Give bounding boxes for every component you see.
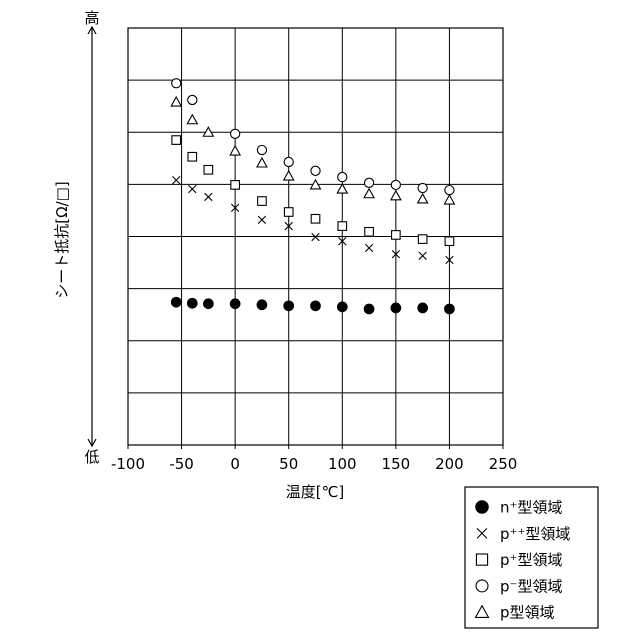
data-point-square [311, 214, 320, 223]
data-point-square [338, 222, 347, 231]
legend-label: p⁺⁺型領域 [500, 525, 570, 543]
data-point-square [188, 152, 197, 161]
x-tick-label: -100 [111, 455, 145, 473]
legend-label: p⁻型領域 [500, 577, 562, 595]
data-point-filled-circle [391, 303, 401, 313]
y-high-label: 高 [84, 9, 99, 27]
x-tick-label: 150 [382, 455, 411, 473]
x-tick-label: -50 [169, 455, 194, 473]
data-point-filled-circle [364, 304, 374, 314]
data-point-square [231, 181, 240, 190]
data-point-circle [311, 166, 320, 175]
data-point-circle [188, 95, 197, 104]
data-point-filled-circle [204, 299, 214, 309]
data-point-filled-circle [187, 298, 197, 308]
x-tick-label: 200 [435, 455, 464, 473]
legend-label: p⁺型領域 [500, 551, 562, 569]
data-point-circle [338, 172, 347, 181]
data-point-circle [445, 186, 454, 195]
x-axis-title: 温度[℃] [286, 483, 345, 501]
data-point-circle [391, 180, 400, 189]
data-point-filled-circle [337, 302, 347, 312]
data-point-square [445, 237, 454, 246]
data-point-square [258, 197, 267, 206]
y-axis-title: シート抵抗[Ω/□] [53, 181, 71, 298]
data-point-filled-circle [284, 301, 294, 311]
data-point-square [392, 231, 401, 240]
data-point-square [418, 235, 427, 244]
data-point-circle [257, 145, 266, 154]
data-point-filled-circle [230, 299, 240, 309]
data-point-circle [284, 157, 293, 166]
data-point-filled-circle [171, 297, 181, 307]
x-tick-label: 0 [230, 455, 240, 473]
data-point-square [365, 228, 374, 237]
y-low-label: 低 [84, 448, 99, 466]
data-point-filled-circle [445, 304, 455, 314]
legend-marker-filled-circle-icon [476, 501, 488, 513]
legend-label: n⁺型領域 [500, 499, 562, 517]
data-point-circle [418, 183, 427, 192]
legend-marker-square-icon [476, 554, 487, 565]
data-point-filled-circle [311, 301, 321, 311]
legend: n⁺型領域 p⁺⁺型領域 p⁺型領域 p⁻型領域 p型領域 [465, 487, 598, 628]
x-tick-label: 100 [328, 455, 357, 473]
data-point-square [284, 208, 293, 217]
legend-label: p型領域 [500, 604, 555, 622]
data-point-circle [364, 178, 373, 187]
data-point-circle [231, 129, 240, 138]
data-point-square [204, 165, 213, 174]
x-tick-label: 50 [279, 455, 298, 473]
data-point-filled-circle [257, 300, 267, 310]
data-point-square [172, 136, 181, 145]
data-point-circle [172, 79, 181, 88]
x-tick-label: 250 [489, 455, 518, 473]
data-point-filled-circle [418, 303, 428, 313]
legend-marker-circle-icon [476, 580, 488, 592]
